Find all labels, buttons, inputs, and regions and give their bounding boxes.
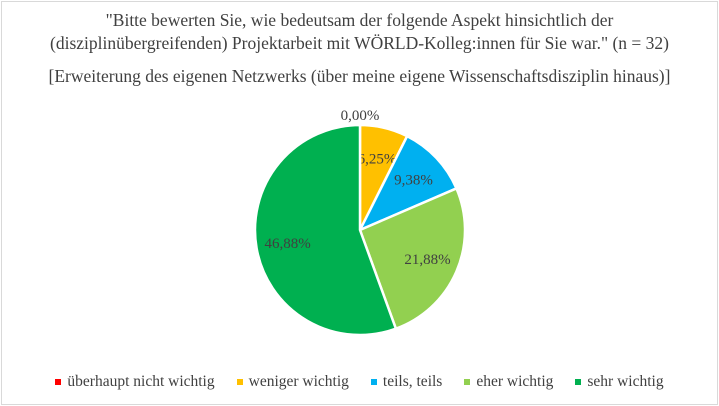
legend-label: überhaupt nicht wichtig [67,373,215,390]
legend-label: teils, teils [382,373,443,390]
pie-slice-3 [358,186,467,331]
legend-swatch [55,379,62,385]
legend: überhaupt nicht wichtig weniger wichtig te… [0,373,719,391]
title-line-1: "Bitte bewerten Sie, wie bedeutsam der f… [105,10,614,30]
legend-swatch [464,379,471,385]
legend-item: eher wichtig [464,373,553,391]
pie-slice-4 [253,123,398,337]
data-label-0: 0,00% [341,108,380,124]
legend-label: eher wichtig [476,373,554,390]
title-line-2: (disziplinübergreifenden) Projektarbeit … [50,33,669,53]
legend-swatch [575,379,582,385]
legend-item: überhaupt nicht wichtig [55,373,215,391]
legend-item: teils, teils [370,373,443,391]
legend-label: weniger wichtig [248,373,349,390]
legend-item: weniger wichtig [236,373,349,391]
data-label-3: 21,88% [404,252,450,268]
data-label-2: 9,38% [394,173,433,189]
chart-subtitle: [Erweiterung des eigenen Netzwerks (über… [48,66,671,86]
data-label-4: 46,88% [264,236,310,252]
legend-swatch [236,379,243,385]
legend-label: sehr wichtig [587,373,664,390]
legend-swatch [370,379,377,385]
legend-item: sehr wichtig [575,373,664,391]
pie-slice-2 [357,134,459,233]
data-label-1: 6,25% [358,151,397,167]
chart-title: "Bitte bewerten Sie, wie bedeutsam der f… [0,9,719,55]
